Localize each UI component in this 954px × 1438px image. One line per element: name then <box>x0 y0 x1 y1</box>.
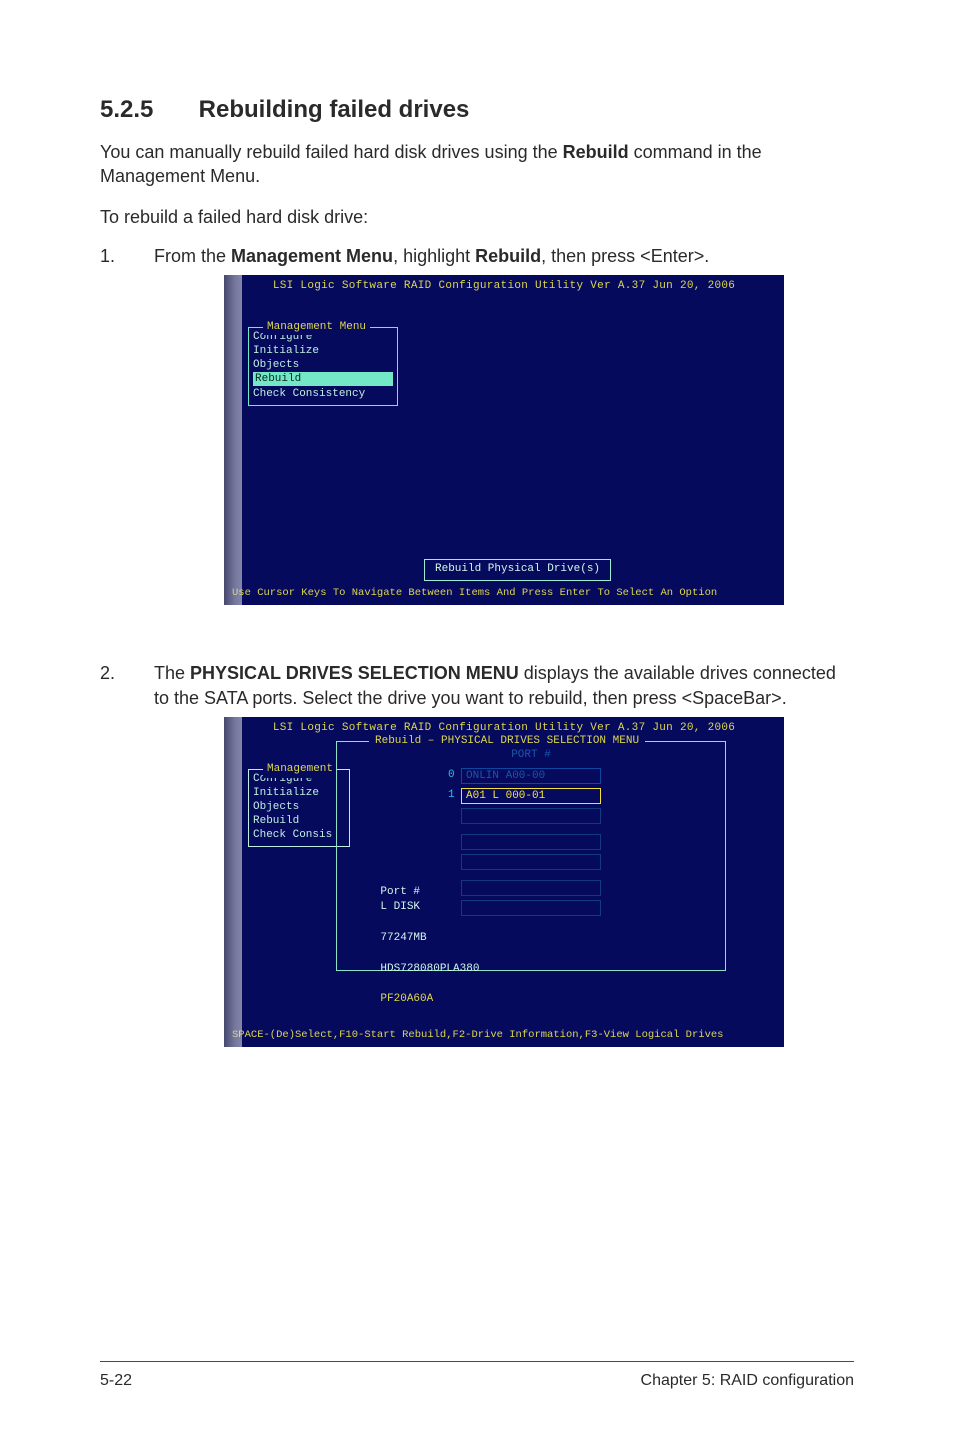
bios-screenshot-1: LSI Logic Software RAID Configuration Ut… <box>224 275 784 605</box>
text: , then press <Enter>. <box>541 246 709 266</box>
rebuild-physical-drives-box: Rebuild Physical Drive(s) <box>424 559 611 580</box>
pdsm-row-empty <box>461 880 601 896</box>
step-body: From the Management Menu, highlight Rebu… <box>154 244 854 645</box>
text: , highlight <box>393 246 475 266</box>
paragraph-1: You can manually rebuild failed hard dis… <box>100 140 854 189</box>
menu-item-initialize: Initialize <box>253 786 345 800</box>
rebuild-term: Rebuild <box>475 246 541 266</box>
menu-legend: Management <box>263 762 337 777</box>
menu-item-check-consis: Check Consis <box>253 828 345 842</box>
pdsm-port-header: PORT # <box>511 748 551 763</box>
step-number: 2. <box>100 661 154 1087</box>
menu-item-rebuild: Rebuild <box>253 814 345 828</box>
bios-status-line: Port # L DISK 77247MB HDS728080PLA380 PF… <box>288 869 479 1023</box>
bios-screen: LSI Logic Software RAID Configuration Ut… <box>224 275 784 605</box>
management-menu-term: Management Menu <box>231 246 393 266</box>
bios-footer-hint: SPACE-(De)Select,F10-Start Rebuild,F2-Dr… <box>232 1028 776 1043</box>
pdsm-row-index: 1 <box>448 788 455 803</box>
pdsm-row-text: A01 L 000-01 <box>466 790 545 802</box>
pdsm-row-1: 1 A01 L 000-01 <box>461 788 601 804</box>
text: The <box>154 663 190 683</box>
status-code: PF20A60A <box>380 993 433 1005</box>
chapter-label: Chapter 5: RAID configuration <box>641 1372 854 1390</box>
pdsm-row-text: ONLIN A00-00 <box>466 770 545 782</box>
step-1: 1. From the Management Menu, highlight R… <box>100 244 854 645</box>
pdsm-title: Rebuild – PHYSICAL DRIVES SELECTION MENU <box>369 734 645 749</box>
step-2: 2. The PHYSICAL DRIVES SELECTION MENU di… <box>100 661 854 1087</box>
section-title: Rebuilding failed drives <box>199 96 470 123</box>
menu-item-initialize: Initialize <box>253 344 393 358</box>
bios-footer-hint: Use Cursor Keys To Navigate Between Item… <box>232 586 776 601</box>
status-size: 77247MB <box>380 932 426 944</box>
status-pre: Port # <box>380 886 426 898</box>
pdsm-row-0: 0 ONLIN A00-00 <box>461 768 601 784</box>
section-heading: 5.2.5 Rebuilding failed drives <box>100 96 854 124</box>
pdsm-row-index: 0 <box>448 768 455 783</box>
text: From the <box>154 246 231 266</box>
status-disk: L DISK <box>380 901 420 913</box>
pdsm-row-empty <box>461 900 601 916</box>
page-footer: 5-22 Chapter 5: RAID configuration <box>100 1361 854 1390</box>
text: You can manually rebuild failed hard dis… <box>100 142 563 162</box>
pdsm-row-empty <box>461 808 601 824</box>
menu-item-objects: Objects <box>253 358 393 372</box>
section-number: 5.2.5 <box>100 96 192 124</box>
pdsm-term: PHYSICAL DRIVES SELECTION MENU <box>190 663 519 683</box>
pdsm-row-empty <box>461 834 601 850</box>
menu-item-objects: Objects <box>253 800 345 814</box>
management-menu-box-truncated: Management Configure Initialize Objects … <box>248 769 350 847</box>
paragraph-2: To rebuild a failed hard disk drive: <box>100 207 854 228</box>
step-number: 1. <box>100 244 154 645</box>
rebuild-term: Rebuild <box>563 142 629 162</box>
page-content: 5.2.5 Rebuilding failed drives You can m… <box>100 96 854 1087</box>
bios-screenshot-2: LSI Logic Software RAID Configuration Ut… <box>224 717 784 1047</box>
page-number: 5-22 <box>100 1372 132 1390</box>
status-model: HDS728080PLA380 <box>380 963 479 975</box>
steps-list: 1. From the Management Menu, highlight R… <box>100 244 854 1088</box>
step-body: The PHYSICAL DRIVES SELECTION MENU displ… <box>154 661 854 1087</box>
management-menu-box: Management Menu Configure Initialize Obj… <box>248 327 398 406</box>
menu-legend: Management Menu <box>263 320 370 335</box>
menu-item-check-consistency: Check Consistency <box>253 387 393 401</box>
pdsm-row-empty <box>461 854 601 870</box>
bios-screen: LSI Logic Software RAID Configuration Ut… <box>224 717 784 1047</box>
bios-title: LSI Logic Software RAID Configuration Ut… <box>224 279 784 294</box>
menu-item-rebuild: Rebuild <box>253 372 393 386</box>
